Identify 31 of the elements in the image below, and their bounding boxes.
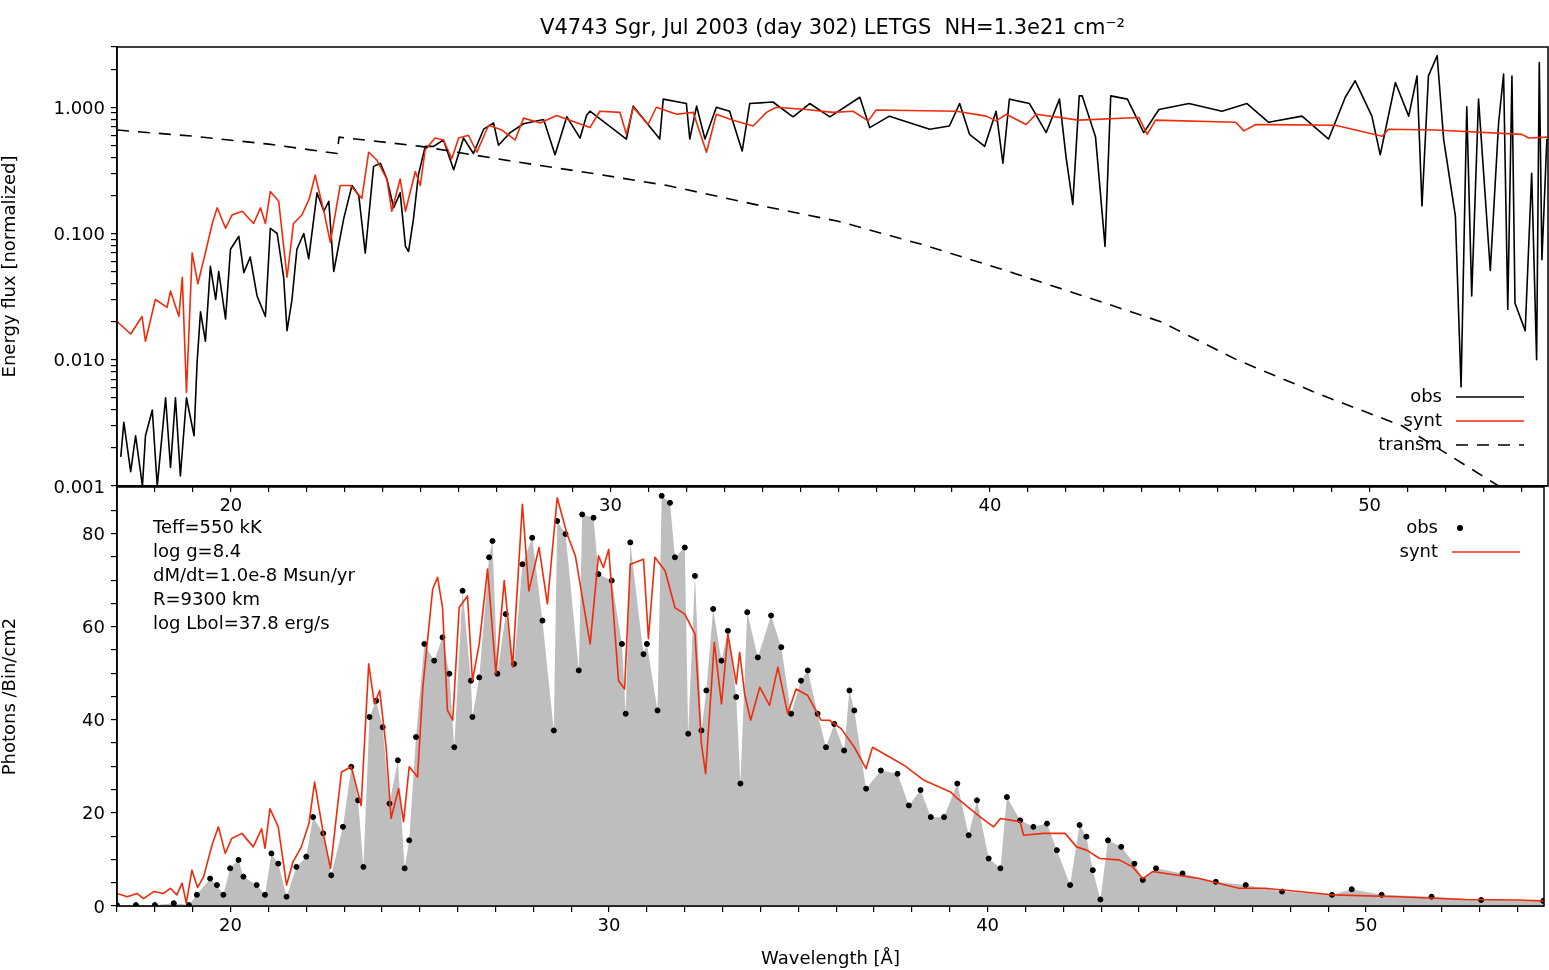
legend-label: obs [1406,515,1438,537]
x-axis-title: Wavelength [Å] [761,946,900,968]
legend-label: synt [1403,408,1442,430]
annotation: dM/dt=1.0e-8 Msun/yr [153,563,356,585]
x-tick-label: 30 [597,914,621,936]
x-tick-label: 40 [978,494,1002,516]
chart-title: V4743 Sgr, Jul 2003 (day 302) LETGS NH=1.3e21 cm⁻² [540,15,1125,39]
x-tick-label: 30 [599,494,622,516]
y-tick-label: 20 [82,802,105,824]
x-tick-label: 40 [976,914,1000,936]
y-tick-label: 40 [82,709,105,731]
y-tick-label: 1.000 [53,96,105,118]
legend-label: synt [1399,539,1438,561]
x-tick-label: 20 [219,494,243,516]
y-axis-title: Energy flux [normalized] [0,155,20,378]
annotation: log g=8.4 [153,539,242,561]
annotation: log Lbol=37.8 erg/s [153,611,330,633]
legend-label: transm [1378,432,1442,454]
y-tick-label: 0.100 [53,222,105,244]
y-tick-label: 80 [82,523,105,545]
x-tick-label: 50 [1358,494,1382,516]
annotation: Teff=550 kK [152,515,263,537]
annotation: R=9300 km [153,587,261,609]
y-tick-label: 0 [93,895,105,917]
x-tick-label: 50 [1354,914,1378,936]
y-tick-label: 0.001 [53,475,105,497]
legend-label: obs [1410,384,1442,406]
x-tick-label: 20 [219,914,243,936]
y-tick-label: 60 [82,616,105,638]
y-tick-label: 0.010 [53,349,105,371]
y-axis-title: Photons /Bin/cm2 [0,617,20,776]
